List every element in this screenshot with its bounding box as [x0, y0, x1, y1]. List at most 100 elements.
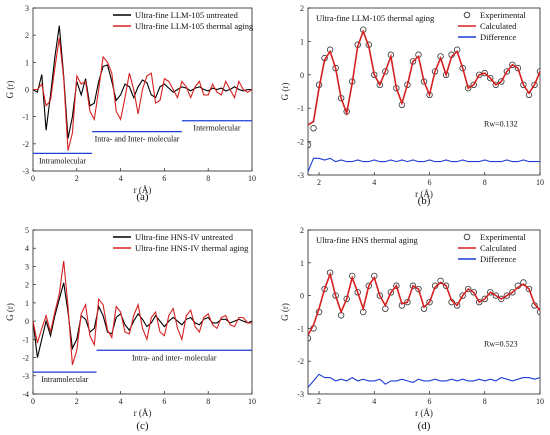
plot-area	[33, 260, 252, 365]
series-line	[308, 157, 540, 172]
series-line	[308, 29, 540, 126]
x-tick-label: 6	[428, 397, 432, 406]
data-point	[442, 71, 450, 78]
legend-label: Ultra-fine LLM-105 untreated	[135, 10, 239, 20]
legend-marker	[463, 11, 471, 19]
data-point	[308, 141, 312, 149]
data-point	[354, 289, 361, 296]
y-tick-label: -2	[22, 354, 29, 363]
panel-label: (c)	[136, 420, 149, 432]
y-tick-label: -2	[297, 138, 304, 147]
y-tick-label: 0	[25, 317, 29, 326]
series-line	[308, 373, 540, 388]
data-point	[464, 285, 472, 293]
legend-label: Ultra-fine HNS-IV untreated	[135, 232, 234, 242]
plot-frame	[307, 7, 541, 176]
plot-area	[308, 26, 540, 172]
y-tick-label: 5	[25, 226, 29, 235]
y-tick-label: 2	[300, 226, 304, 235]
x-tick-label: 10	[536, 178, 544, 187]
x-tick-label: 10	[536, 397, 544, 406]
y-tick-label: -4	[22, 390, 29, 399]
y-tick-label: 0	[300, 292, 304, 301]
data-point	[470, 289, 477, 296]
y-axis-label: G (r)	[280, 83, 290, 101]
legend-label: Ultra-fine HNS-IV thermal aging	[135, 243, 249, 253]
region-label: Intermolecular	[193, 124, 240, 133]
y-tick-label: 1	[25, 58, 29, 67]
data-point	[531, 81, 538, 89]
data-point	[310, 125, 317, 132]
data-point	[387, 289, 395, 296]
x-tick-label: 2	[75, 174, 79, 183]
data-point	[437, 277, 444, 285]
data-point	[453, 302, 461, 309]
data-point	[492, 81, 500, 89]
y-tick-label: 4	[25, 244, 29, 253]
legend-marker	[463, 233, 471, 241]
legend-label: Difference	[480, 32, 516, 42]
y-tick-label: 0	[300, 71, 304, 80]
y-tick-label: -1	[22, 113, 29, 122]
x-tick-label: 0	[31, 397, 35, 406]
series-line	[308, 271, 540, 336]
data-point	[514, 64, 522, 72]
legend-label: Ultra-fine LLM-105 thermal aging	[135, 21, 254, 31]
y-tick-label: 1	[300, 259, 304, 268]
data-point	[409, 282, 417, 289]
y-tick-label: -1	[297, 324, 304, 333]
panel-3	[307, 229, 541, 395]
x-tick-label: 6	[428, 178, 432, 187]
legend-label: Experimental	[480, 232, 526, 242]
data-point	[476, 298, 483, 306]
x-tick-label: 4	[119, 174, 123, 183]
data-point	[426, 298, 433, 306]
region-label: Intra- and Inter- molecular	[95, 135, 180, 144]
x-tick-label: 8	[206, 397, 210, 406]
data-point	[520, 279, 527, 286]
x-tick-label: 8	[206, 174, 210, 183]
data-point	[498, 78, 505, 85]
x-tick-label: 4	[372, 178, 376, 187]
data-point	[536, 68, 540, 75]
data-point	[393, 282, 400, 289]
series-line	[33, 260, 252, 365]
data-point	[503, 68, 511, 75]
data-point	[487, 289, 494, 296]
y-tick-label: -3	[22, 167, 29, 176]
y-tick-label: -2	[22, 140, 29, 149]
x-tick-label: 8	[483, 178, 487, 187]
chart-title: Ultra-fine HNS thermal aging	[316, 235, 418, 245]
panel-0	[32, 7, 253, 172]
x-tick-label: 2	[317, 178, 321, 187]
data-point	[503, 292, 511, 299]
region-label: Intra- and inter- molecular	[132, 353, 217, 362]
x-axis-label: r (Å)	[134, 408, 152, 418]
y-tick-label: -1	[22, 335, 29, 344]
x-axis-label: r (Å)	[415, 189, 433, 199]
y-tick-label: 1	[300, 37, 304, 46]
data-point	[382, 68, 389, 75]
region-label: Intramolecular	[39, 156, 86, 165]
panel-label: (b)	[418, 195, 431, 207]
plot-area	[33, 25, 252, 151]
x-tick-label: 0	[31, 174, 35, 183]
x-axis-label: r (Å)	[134, 185, 152, 195]
plot-area	[308, 269, 540, 388]
x-tick-label: 10	[248, 397, 256, 406]
rw-value: Rw=0.523	[484, 339, 518, 348]
data-point	[498, 295, 505, 303]
legend-label: Difference	[480, 254, 516, 264]
x-tick-label: 2	[75, 397, 79, 406]
x-axis-label: r (Å)	[415, 408, 433, 418]
data-point	[459, 292, 466, 299]
y-axis-label: G (r)	[280, 303, 290, 321]
y-tick-label: -1	[297, 104, 304, 113]
y-tick-label: 0	[25, 86, 29, 95]
plot-frame	[32, 229, 253, 395]
data-point	[442, 282, 450, 289]
panel-1	[307, 7, 541, 176]
plot-frame	[307, 229, 541, 395]
series-line	[33, 37, 252, 151]
